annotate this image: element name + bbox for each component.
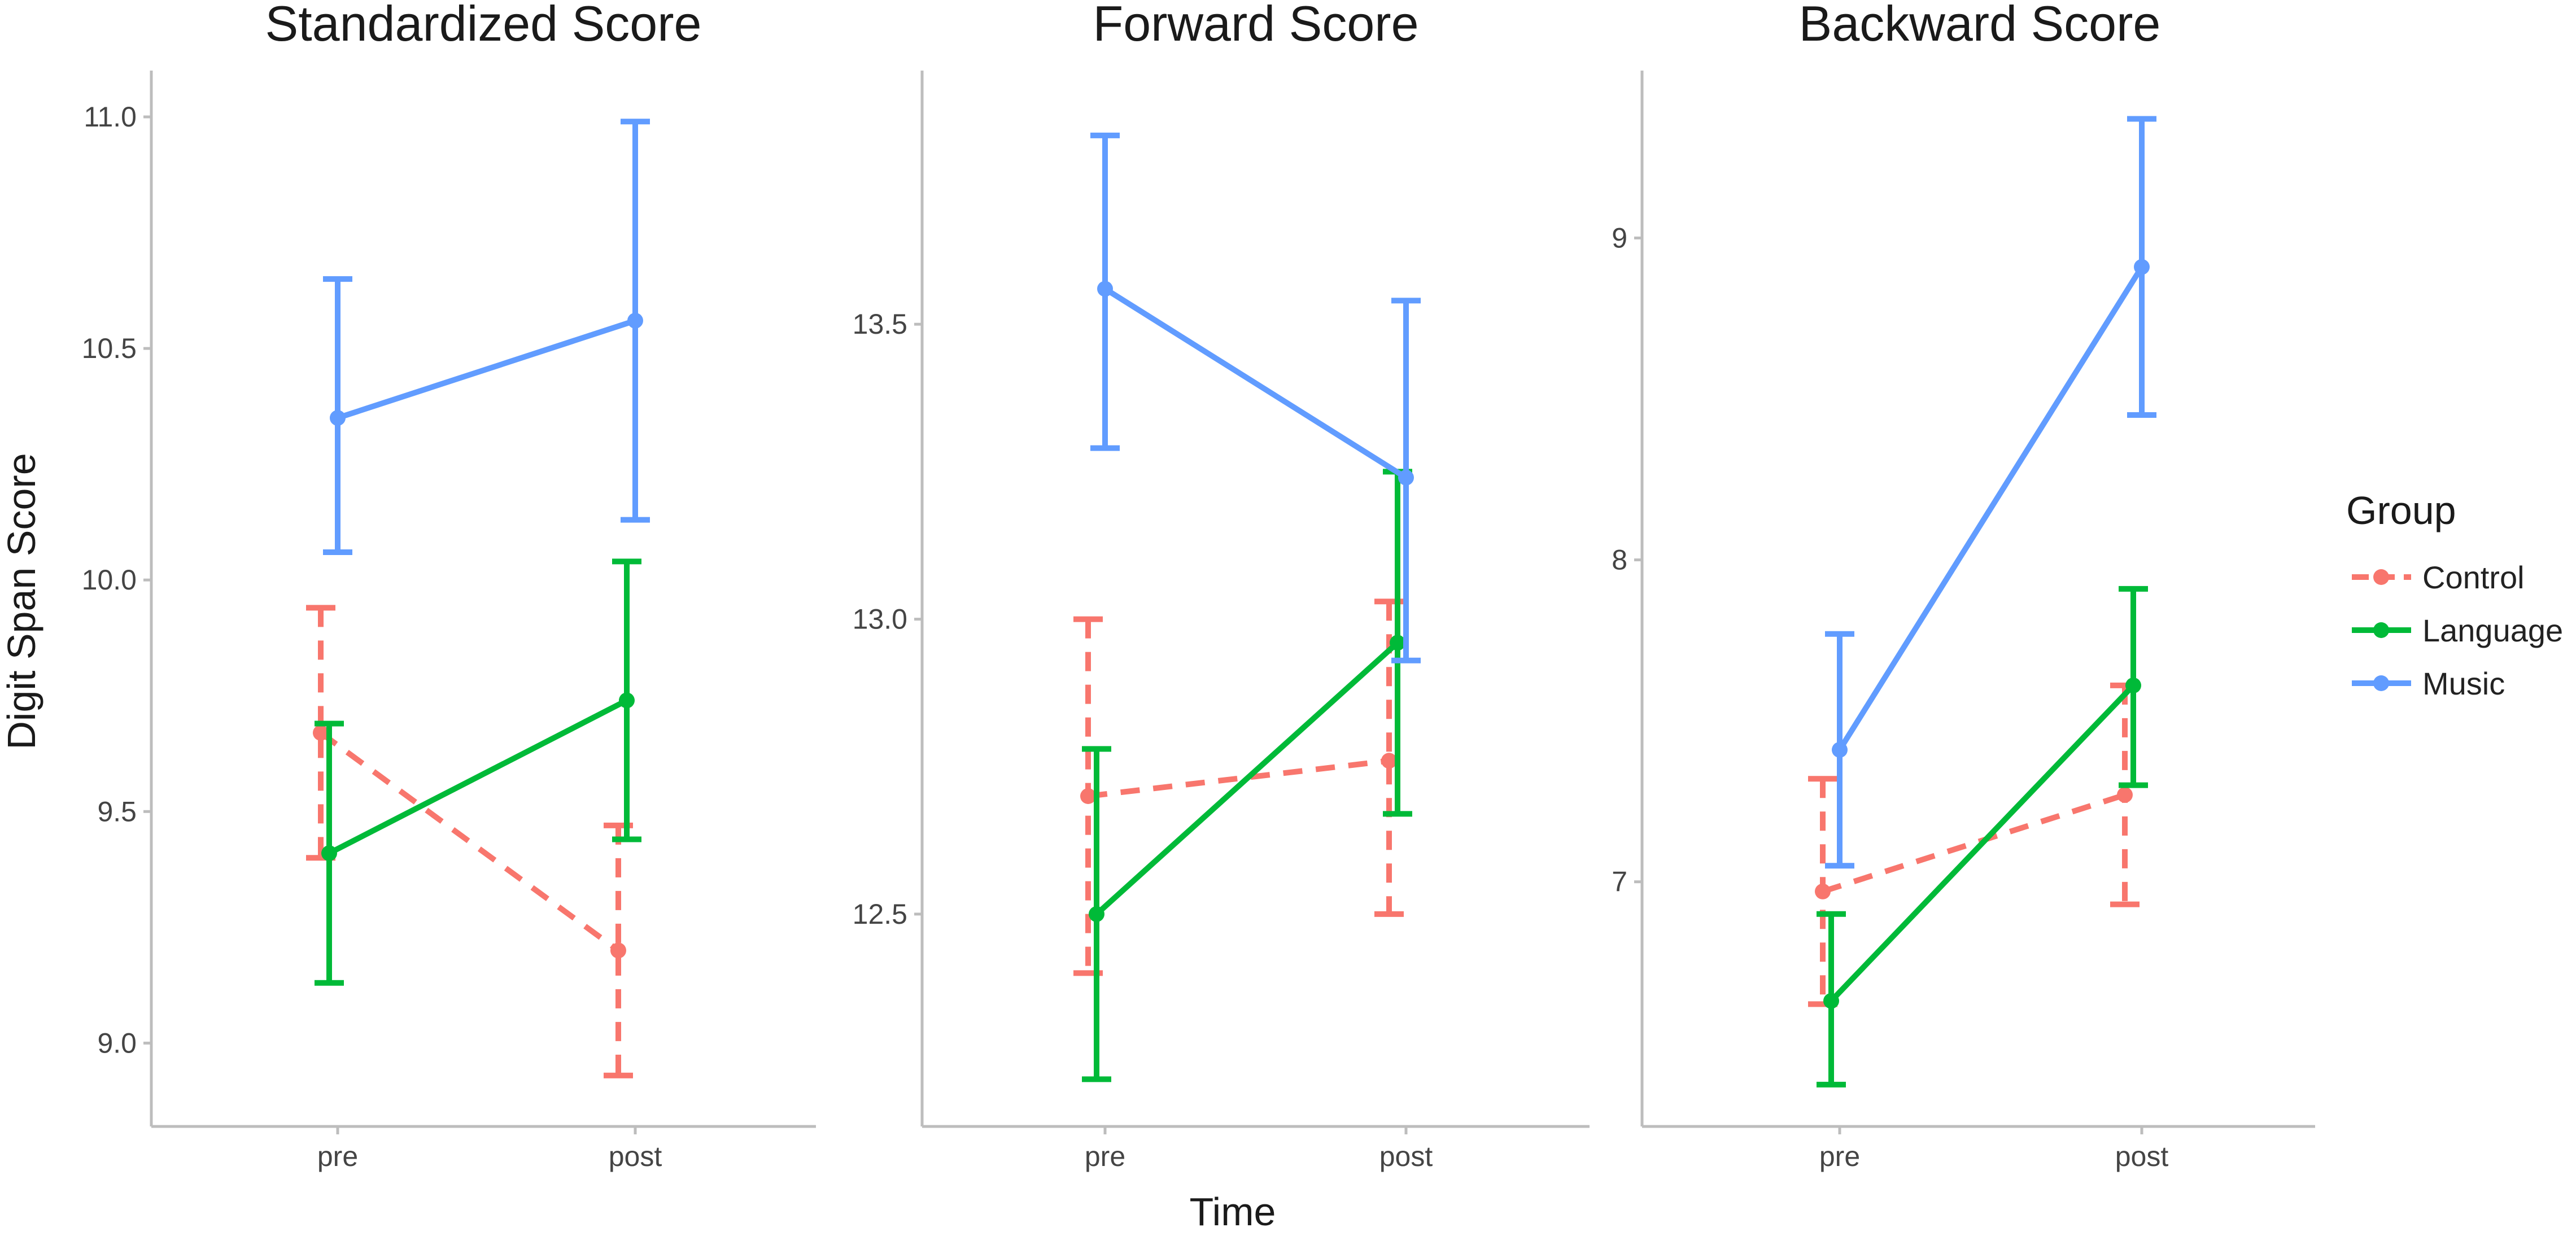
series-language — [1082, 469, 1412, 1082]
series-control — [1808, 682, 2140, 1007]
series-line — [319, 730, 620, 953]
series-control — [306, 605, 633, 1078]
series-line — [328, 697, 628, 856]
y-tick-label: 10.5 — [82, 333, 137, 364]
series-line — [1822, 792, 2126, 894]
y-tick-label: 13.0 — [853, 604, 907, 635]
data-point — [313, 724, 329, 741]
data-point — [627, 312, 643, 329]
x-tick-label: pre — [1819, 1141, 1860, 1172]
data-point — [321, 845, 337, 862]
series-line — [1103, 286, 1408, 481]
data-point — [2134, 259, 2150, 275]
y-tick-label: 11.0 — [84, 101, 137, 133]
series-music — [1825, 116, 2156, 869]
y-tick-label: 13.5 — [853, 308, 907, 340]
series-music — [323, 119, 650, 555]
legend-entry-music: Music — [2352, 666, 2505, 701]
panel-title: Backward Score — [1799, 0, 2161, 51]
series-line — [337, 318, 636, 421]
legend-label: Control — [2422, 560, 2525, 595]
series-line — [1094, 640, 1400, 916]
series-music — [1090, 132, 1421, 663]
legend-entry-control: Control — [2352, 560, 2525, 595]
legend: Group Control Language Music — [2346, 488, 2563, 701]
data-point — [2125, 677, 2141, 693]
data-point — [2117, 787, 2133, 803]
x-tick-label: pre — [317, 1141, 358, 1172]
y-axis-title: Digit Span Score — [0, 453, 43, 749]
legend-key-point — [2373, 675, 2389, 691]
data-point — [1815, 883, 1831, 899]
series-language — [1817, 586, 2148, 1087]
series-line — [1837, 265, 2145, 752]
series-line — [1088, 758, 1390, 799]
legend-key-point — [2373, 569, 2389, 585]
legend-label: Language — [2422, 613, 2563, 648]
legend-entry-language: Language — [2352, 613, 2563, 648]
x-tick-label: post — [2115, 1141, 2169, 1172]
y-tick-label: 9.0 — [97, 1027, 137, 1059]
legend-label: Music — [2422, 666, 2505, 701]
data-point — [1823, 993, 1839, 1009]
series-control — [1073, 599, 1404, 976]
data-point — [330, 410, 346, 426]
x-tick-label: pre — [1085, 1141, 1125, 1172]
legend-title: Group — [2346, 488, 2456, 532]
data-point — [1390, 635, 1405, 651]
data-point — [619, 692, 635, 709]
data-point — [1398, 469, 1414, 486]
data-point — [1080, 788, 1096, 804]
legend-entries: Control Language Music — [2352, 560, 2563, 701]
data-point — [610, 942, 626, 959]
panels-layer: Standardized Score 9.0 9.5 10.0 10.5 11.0 pre p… — [82, 0, 2315, 1172]
y-tick-label: 7 — [1612, 866, 1627, 898]
x-axis-title: Time — [1190, 1190, 1276, 1233]
series-line — [1829, 683, 2136, 1003]
panel-2: Forward Score 12.5 13.0 13.5 pre post — [853, 0, 1590, 1172]
y-tick-label: 9.5 — [97, 796, 137, 827]
legend-key-point — [2373, 622, 2389, 638]
data-point — [1381, 753, 1397, 769]
data-point — [1089, 906, 1104, 922]
x-tick-label: post — [1379, 1141, 1433, 1172]
data-point — [1832, 741, 1848, 758]
y-tick-label: 9 — [1612, 222, 1627, 254]
panel-title: Standardized Score — [265, 0, 702, 51]
panel-1: Standardized Score 9.0 9.5 10.0 10.5 11.0 pre p… — [82, 0, 816, 1172]
panel-title: Forward Score — [1093, 0, 1418, 51]
y-tick-label: 10.0 — [82, 564, 137, 596]
data-point — [1097, 281, 1113, 297]
y-tick-label: 8 — [1612, 544, 1627, 576]
series-language — [315, 558, 641, 986]
x-tick-label: post — [609, 1141, 662, 1172]
y-tick-label: 12.5 — [853, 898, 907, 930]
panel-3: Backward Score 7 8 9 pre post — [1612, 0, 2315, 1172]
